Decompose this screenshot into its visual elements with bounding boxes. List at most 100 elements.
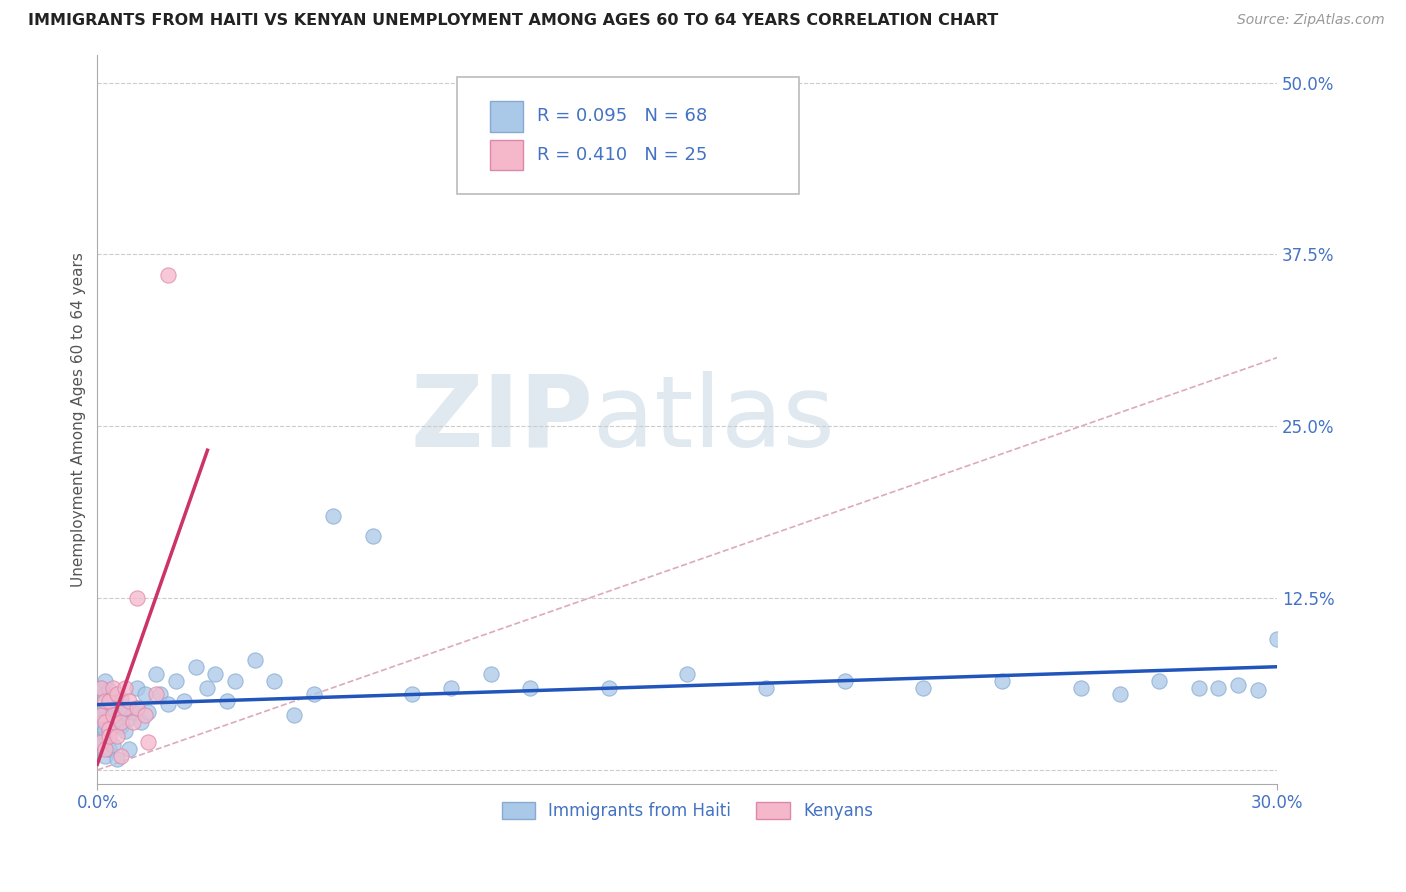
Point	[94, 729, 117, 743]
Point	[598, 681, 620, 695]
Point	[676, 666, 699, 681]
Point	[105, 712, 128, 726]
Point	[173, 694, 195, 708]
Point	[105, 729, 128, 743]
Point	[118, 711, 141, 725]
Point	[157, 268, 180, 282]
Point	[94, 694, 117, 708]
Point	[263, 673, 285, 688]
Point	[98, 722, 121, 736]
Point	[1187, 681, 1209, 695]
Point	[401, 687, 423, 701]
Point	[101, 704, 124, 718]
Point	[110, 749, 132, 764]
Point	[98, 711, 121, 725]
Point	[283, 708, 305, 723]
Point	[912, 681, 935, 695]
Point	[105, 752, 128, 766]
Point	[118, 694, 141, 708]
Point	[243, 653, 266, 667]
Point	[184, 660, 207, 674]
Point	[834, 673, 856, 688]
FancyBboxPatch shape	[491, 101, 523, 132]
Point	[991, 673, 1014, 688]
Point	[98, 742, 121, 756]
Point	[755, 681, 778, 695]
Point	[101, 690, 124, 705]
Point	[145, 666, 167, 681]
Point	[121, 705, 143, 719]
Point	[138, 735, 160, 749]
Point	[1226, 678, 1249, 692]
Point	[114, 724, 136, 739]
Point	[149, 687, 172, 701]
Point	[90, 735, 112, 749]
Point	[114, 701, 136, 715]
Point	[98, 729, 121, 743]
FancyBboxPatch shape	[491, 140, 523, 170]
Point	[302, 687, 325, 701]
Text: ZIP: ZIP	[411, 371, 593, 468]
Point	[90, 708, 112, 723]
Point	[1070, 681, 1092, 695]
Point	[101, 681, 124, 695]
Point	[94, 687, 117, 701]
Point	[165, 673, 187, 688]
Point	[90, 681, 112, 695]
Point	[110, 714, 132, 729]
Point	[125, 591, 148, 606]
Point	[110, 719, 132, 733]
Point	[98, 683, 121, 698]
Point	[98, 694, 121, 708]
Point	[1265, 632, 1288, 647]
Point	[118, 742, 141, 756]
Point	[125, 681, 148, 695]
Point	[197, 681, 219, 695]
Point	[125, 701, 148, 715]
Point	[204, 666, 226, 681]
Point	[94, 673, 117, 688]
Point	[125, 701, 148, 715]
Point	[94, 722, 117, 736]
Point	[157, 697, 180, 711]
Point	[1149, 673, 1171, 688]
Point	[105, 698, 128, 713]
Point	[134, 708, 156, 723]
Text: Source: ZipAtlas.com: Source: ZipAtlas.com	[1237, 13, 1385, 28]
Point	[1246, 683, 1268, 698]
Point	[224, 673, 246, 688]
Point	[98, 724, 121, 739]
Point	[114, 705, 136, 719]
Point	[217, 694, 239, 708]
Point	[94, 742, 117, 756]
Point	[94, 714, 117, 729]
Point	[101, 708, 124, 723]
Point	[1206, 681, 1229, 695]
Text: IMMIGRANTS FROM HAITI VS KENYAN UNEMPLOYMENT AMONG AGES 60 TO 64 YEARS CORRELATI: IMMIGRANTS FROM HAITI VS KENYAN UNEMPLOY…	[28, 13, 998, 29]
Point	[90, 681, 112, 695]
Point	[90, 708, 112, 723]
Point	[322, 508, 344, 523]
Text: R = 0.095   N = 68: R = 0.095 N = 68	[537, 107, 707, 125]
FancyBboxPatch shape	[457, 77, 800, 194]
Y-axis label: Unemployment Among Ages 60 to 64 years: Unemployment Among Ages 60 to 64 years	[72, 252, 86, 587]
Text: atlas: atlas	[593, 371, 835, 468]
Point	[145, 687, 167, 701]
Point	[138, 705, 160, 719]
Point	[479, 666, 502, 681]
Point	[129, 714, 152, 729]
Point	[361, 529, 384, 543]
Point	[440, 681, 463, 695]
Point	[101, 717, 124, 731]
Point	[1109, 687, 1132, 701]
Point	[90, 735, 112, 749]
Point	[134, 687, 156, 701]
Point	[94, 701, 117, 715]
Point	[121, 714, 143, 729]
Point	[98, 697, 121, 711]
Text: R = 0.410   N = 25: R = 0.410 N = 25	[537, 146, 707, 164]
Legend: Immigrants from Haiti, Kenyans: Immigrants from Haiti, Kenyans	[495, 795, 880, 826]
Point	[105, 687, 128, 701]
Point	[90, 714, 112, 729]
Point	[519, 681, 541, 695]
